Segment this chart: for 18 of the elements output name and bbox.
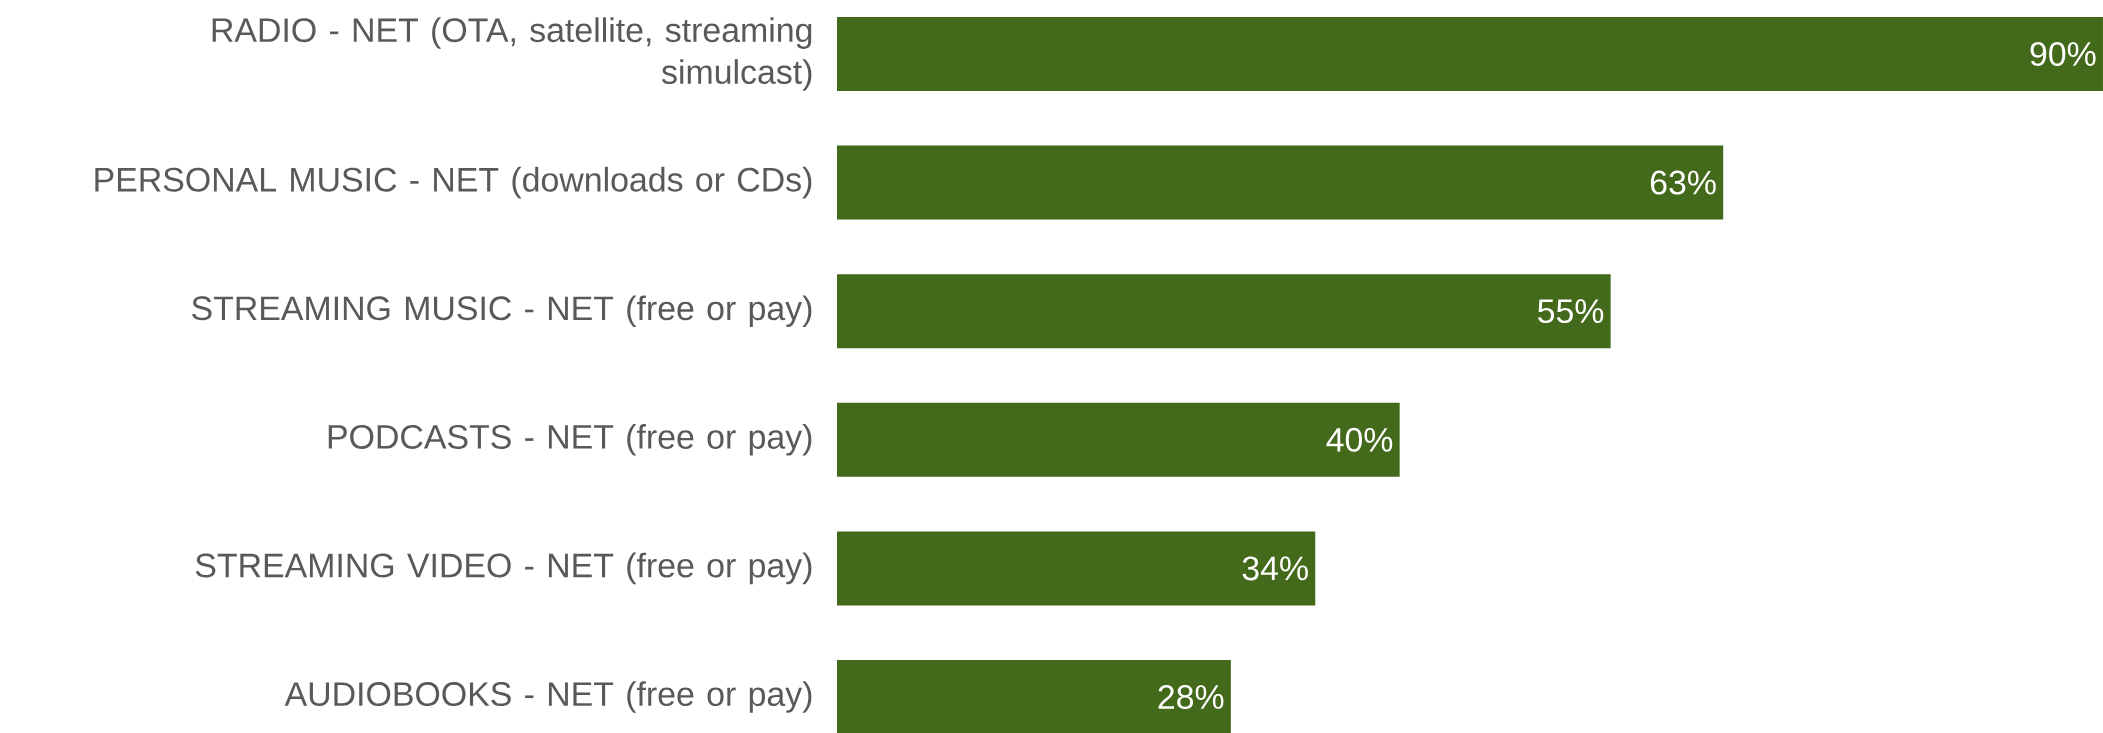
y-tick-label: AUDIOBOOKS - NET (free or pay) (284, 681, 812, 713)
y-tick-label: PERSONAL MUSIC - NET (downloads or CDs) (95, 166, 812, 199)
data-label: 28% (1158, 685, 1224, 709)
data-label: 90% (2030, 42, 2096, 66)
y-tick-label: PODCASTS - NET (free or pay) (328, 424, 812, 456)
y-tick-label: STREAMING VIDEO - NET (free or pay) (195, 552, 812, 585)
data-label: 55% (1538, 299, 1604, 324)
y-tick-label: STREAMING MUSIC - NET (free or pay) (192, 295, 812, 327)
data-label: 63% (1650, 170, 1716, 195)
y-tick-label: RADIO - NET (OTA, satellite, streaming simulcast) (212, 17, 812, 91)
bar (837, 402, 1400, 477)
data-label: 40% (1326, 427, 1393, 452)
bar (837, 660, 1231, 733)
data-label: 34% (1242, 556, 1308, 581)
bar (837, 274, 1611, 349)
bar (837, 531, 1316, 606)
bar (837, 145, 1724, 220)
bar (837, 17, 2103, 92)
